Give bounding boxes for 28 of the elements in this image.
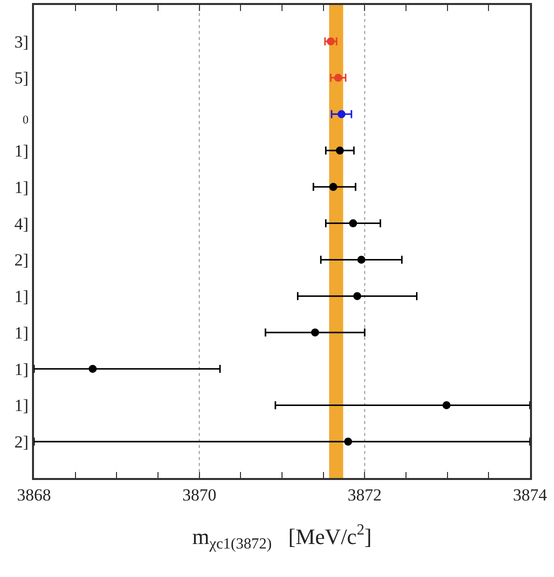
- y-tick-label: 4]: [14, 214, 29, 234]
- point: [311, 328, 320, 336]
- point: [336, 146, 344, 155]
- y-tick-label: 1]: [14, 396, 29, 416]
- point: [338, 110, 346, 118]
- y-tick-label: 2]: [14, 432, 29, 452]
- y-tick-label: 1]: [14, 178, 29, 197]
- point: [357, 256, 366, 264]
- point: [329, 182, 338, 191]
- y-tick-label: 5]: [14, 68, 29, 88]
- x-tick-label: 3872: [348, 485, 382, 504]
- y-tick-label: 2]: [14, 250, 29, 270]
- y-tick-label: 1]: [14, 360, 29, 379]
- point: [344, 438, 352, 446]
- point: [349, 219, 358, 228]
- point: [353, 292, 362, 300]
- point: [442, 401, 451, 410]
- y-tick-label: 0: [22, 112, 29, 127]
- point: [88, 364, 97, 373]
- y-tick-label: 3]: [14, 32, 29, 52]
- x-tick-label: 3874: [513, 485, 548, 504]
- y-tick-label: 1]: [14, 323, 29, 342]
- y-tick-label: 1]: [14, 141, 29, 160]
- y-tick-label: 1]: [14, 287, 29, 306]
- x-tick-label: 3868: [17, 485, 51, 504]
- x-tick-label: 3870: [182, 485, 216, 504]
- x-axis-title: m$_{χc1(3872)}$ [MeV/c$^{2}$]: [192, 522, 372, 552]
- point: [334, 74, 342, 82]
